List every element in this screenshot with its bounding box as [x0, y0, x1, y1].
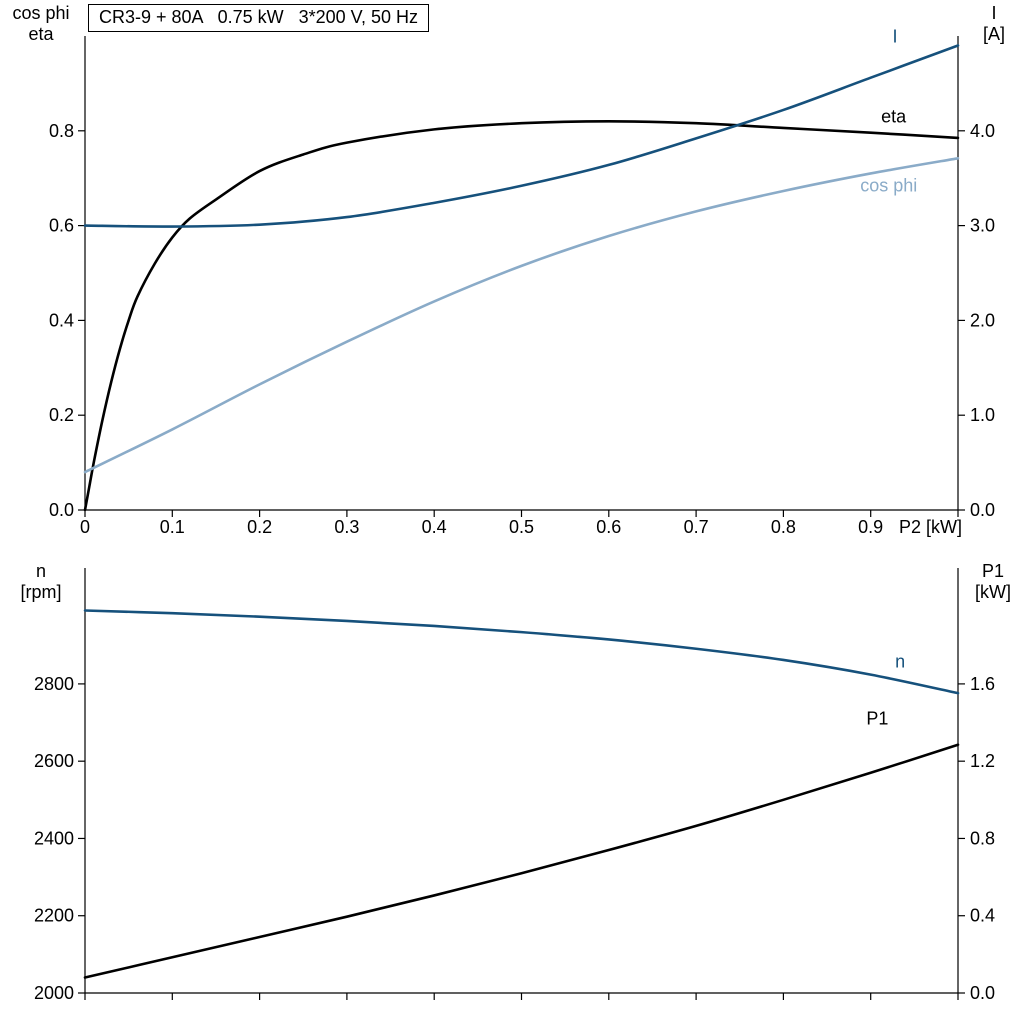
x-axis-unit-label: P2 [kW]: [899, 517, 962, 537]
y-right-tick-label: 3.0: [970, 216, 995, 236]
x-tick-label: 0.9: [858, 517, 883, 537]
x-tick-label: 0.8: [771, 517, 796, 537]
top-right-axis-line2: [A]: [982, 24, 1005, 44]
y-right-tick-label: 0.0: [970, 983, 995, 1003]
curve-label-n: n: [895, 651, 905, 671]
top-right-axis-title: I [A]: [966, 3, 1022, 45]
y-left-tick-label: 2800: [34, 674, 74, 694]
bottom-right-axis-line2: [kW]: [975, 582, 1011, 602]
top-left-axis-title: cos phi eta: [2, 3, 80, 45]
y-right-tick-label: 1.0: [970, 405, 995, 425]
bottom-left-axis-title: n [rpm]: [2, 561, 80, 603]
y-left-tick-label: 2200: [34, 906, 74, 926]
top-left-axis-line2: eta: [28, 24, 54, 44]
x-tick-label: 0: [80, 517, 90, 537]
curve-eta: [83, 120, 960, 512]
curve-cos-phi: [83, 156, 960, 474]
bottom-right-axis-line1: P1: [981, 561, 1005, 581]
y-right-tick-label: 0.8: [970, 828, 995, 848]
y-right-tick-label: 1.2: [970, 751, 995, 771]
curve-P1: [83, 743, 960, 979]
chart-title-box: CR3-9 + 80A 0.75 kW 3*200 V, 50 Hz: [88, 4, 430, 32]
bottom-right-axis-title: P1 [kW]: [962, 561, 1024, 603]
x-tick-label: 0.2: [247, 517, 272, 537]
curve-n: [83, 609, 960, 695]
top-right-axis-line1: I: [991, 3, 997, 23]
curve-label-P1: P1: [866, 708, 888, 728]
y-right-tick-label: 1.6: [970, 674, 995, 694]
x-tick-label: 0.5: [509, 517, 534, 537]
y-left-tick-label: 0.0: [49, 500, 74, 520]
y-right-tick-label: 0.0: [970, 500, 995, 520]
curve-label-cos-phi: cos phi: [860, 175, 917, 195]
curve-I: [83, 44, 960, 228]
x-tick-label: 0.3: [334, 517, 359, 537]
bottom-left-axis-line2: [rpm]: [20, 582, 62, 602]
y-left-tick-label: 2000: [34, 983, 74, 1003]
y-left-tick-label: 0.8: [49, 121, 74, 141]
x-tick-label: 0.1: [160, 517, 185, 537]
y-left-tick-label: 0.2: [49, 405, 74, 425]
curve-label-eta: eta: [881, 106, 907, 126]
x-tick-label: 0.4: [422, 517, 447, 537]
y-right-tick-label: 2.0: [970, 310, 995, 330]
y-right-tick-label: 0.4: [970, 906, 995, 926]
curve-label-I: I: [893, 27, 898, 47]
y-left-tick-label: 0.6: [49, 216, 74, 236]
y-left-tick-label: 2400: [34, 828, 74, 848]
top-left-axis-line1: cos phi: [12, 3, 70, 23]
y-right-tick-label: 4.0: [970, 121, 995, 141]
bottom-left-axis-line1: n: [35, 561, 46, 581]
y-left-tick-label: 0.4: [49, 310, 74, 330]
y-left-tick-label: 2600: [34, 751, 74, 771]
x-tick-label: 0.6: [596, 517, 621, 537]
x-tick-label: 0.7: [684, 517, 709, 537]
